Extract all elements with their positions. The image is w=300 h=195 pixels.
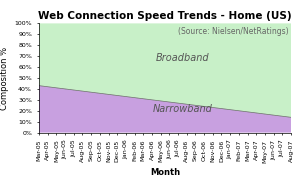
- Y-axis label: Composition %: Composition %: [0, 46, 9, 110]
- Text: Narrowband: Narrowband: [152, 104, 212, 113]
- Title: Web Connection Speed Trends - Home (US): Web Connection Speed Trends - Home (US): [38, 11, 292, 21]
- Text: (Source: Nielsen/NetRatings): (Source: Nielsen/NetRatings): [178, 27, 289, 36]
- Text: Broadband: Broadband: [156, 53, 209, 63]
- X-axis label: Month: Month: [150, 168, 180, 177]
